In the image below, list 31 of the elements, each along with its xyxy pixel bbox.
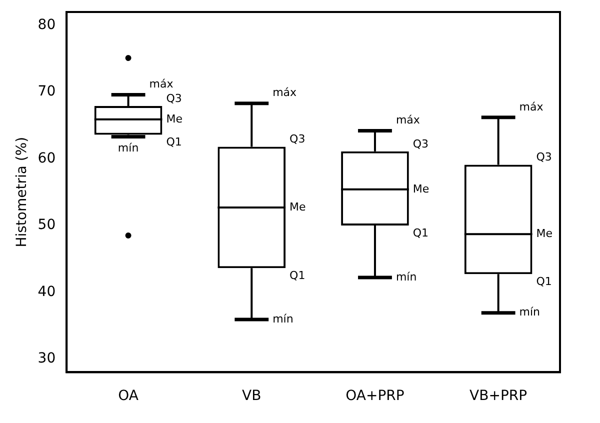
annotation: máx xyxy=(272,86,298,100)
y-tick-label: 60 xyxy=(38,150,56,166)
annotation: Me xyxy=(290,200,306,214)
y-tick-label: 50 xyxy=(38,217,56,234)
annotation: Q1 xyxy=(536,275,552,288)
annotation: máx xyxy=(149,78,174,91)
annotation: mín xyxy=(118,142,139,155)
x-tick-label: VB xyxy=(242,388,262,404)
annotation: Me xyxy=(412,182,430,196)
annotation: máx xyxy=(396,114,420,127)
annotation: Q1 xyxy=(290,269,306,282)
annotation: Q3 xyxy=(166,92,182,105)
annotation: Me xyxy=(536,226,553,240)
annotation: Q1 xyxy=(166,136,182,149)
y-tick-label: 40 xyxy=(38,284,56,300)
x-tick-label: VB+PRP xyxy=(470,388,528,404)
annotation: Q1 xyxy=(412,226,429,240)
annotation: Q3 xyxy=(536,150,552,164)
annotation: máx xyxy=(519,100,544,114)
annotation: Me xyxy=(166,112,183,126)
y-tick-label: 80 xyxy=(38,16,56,33)
annotation: mín xyxy=(272,312,294,326)
annotation: Q3 xyxy=(290,132,306,146)
y-tick-label: 30 xyxy=(38,350,56,366)
x-tick-label: OA+PRP xyxy=(346,388,404,404)
y-tick-label: 70 xyxy=(38,84,56,100)
annotation: mín xyxy=(519,306,540,319)
y-axis-title: Histometria (%) xyxy=(14,136,30,248)
annotation: Q3 xyxy=(412,137,429,150)
annotation: mín xyxy=(396,270,417,284)
x-tick-label: OA xyxy=(118,388,139,404)
